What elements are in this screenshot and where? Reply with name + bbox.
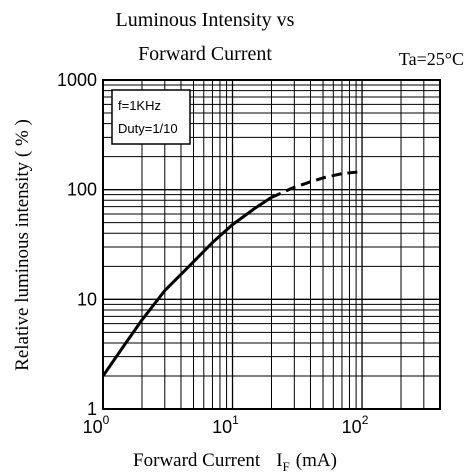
- y-tick-labels: 1 10 100 1000: [57, 70, 97, 419]
- temperature-condition: Ta=25°C: [399, 49, 464, 69]
- x-axis-subscript: F: [283, 459, 290, 474]
- annotation-duty: Duty=1/10: [118, 121, 178, 136]
- x-axis-unit: (mA): [296, 450, 337, 471]
- annotation-frequency: f=1KHz: [118, 98, 161, 113]
- x-tick-label: 101: [212, 413, 239, 437]
- x-tick-label: 100: [83, 413, 110, 437]
- plot-frame: [102, 79, 441, 410]
- x-tick-base: 10: [83, 417, 103, 437]
- x-tick-exponent: 1: [232, 413, 239, 427]
- x-axis-label-text: Forward Current: [133, 450, 261, 471]
- x-tick-base: 10: [212, 417, 232, 437]
- y-axis-label: Relative luminous intensity ( % ): [12, 119, 33, 371]
- chart-subtitle: Forward Current: [138, 43, 272, 65]
- chart-title: Luminous Intensity vs: [116, 9, 295, 31]
- grid: [103, 80, 440, 409]
- x-axis-label: Forward Current IF (mA): [133, 450, 337, 474]
- series-layer: [101, 170, 363, 377]
- x-tick-exponent: 2: [362, 413, 369, 427]
- y-tick-label: 1000: [57, 70, 97, 90]
- y-tick-label: 100: [67, 180, 97, 200]
- annotation-frame: [111, 89, 191, 145]
- x-tick-exponent: 0: [103, 413, 110, 427]
- x-tick-label: 102: [342, 413, 369, 437]
- series-line-dashed: [270, 170, 363, 199]
- x-tick-base: 10: [342, 417, 362, 437]
- series-line-solid: [101, 196, 273, 377]
- x-tick-labels: 100 101 102: [83, 413, 369, 437]
- y-tick-label: 1: [87, 399, 97, 419]
- x-axis-symbol: I: [276, 450, 282, 471]
- annotation-box: f=1KHz Duty=1/10: [111, 89, 191, 145]
- y-tick-label: 10: [77, 289, 97, 309]
